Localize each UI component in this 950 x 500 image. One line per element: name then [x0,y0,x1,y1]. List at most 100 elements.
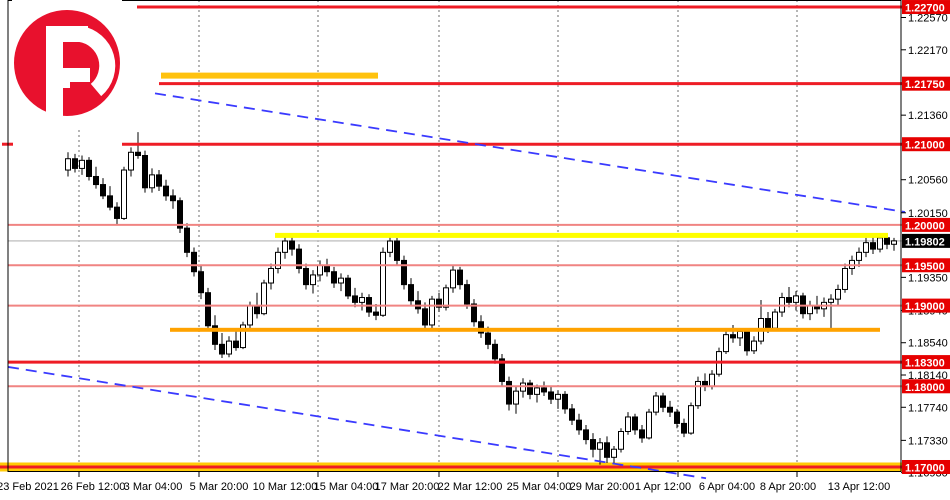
lower-trendline [7,366,707,480]
candle [198,265,204,300]
x-tick-label: 15 Mar 04:00 [314,481,379,493]
candle [177,197,183,233]
candle [163,179,169,201]
candle [548,386,554,405]
candle-body-bull [618,430,624,450]
candle [513,386,519,414]
candle [723,329,729,355]
y-tick-label: 1.18540 [908,338,948,350]
logo-letter-topbar [46,26,88,42]
candle [128,147,134,177]
candle [527,379,533,400]
candle [695,376,701,409]
candle [555,390,561,409]
y-tick-label: 1.17330 [908,435,948,447]
candle-body-bull [835,288,841,300]
candle-body-bear [471,303,477,323]
level-price-tag [902,137,950,152]
candle-body-bull [695,380,701,407]
candle-body-bear [219,343,225,355]
candle [156,170,162,192]
x-tick-label: 1 Apr 12:00 [635,481,691,493]
current-price-tag [902,233,950,248]
x-tick-label: 6 Apr 04:00 [699,481,755,493]
candle-body-bear [135,151,141,157]
candle-body-bull [121,169,127,219]
upper-gold-zone [161,72,378,79]
candle-body-bear [422,308,428,326]
candle [345,274,351,300]
candle-body-bear [562,393,568,410]
candle-body-bull [863,242,869,253]
candle [464,279,470,309]
candle [618,428,624,453]
candle [611,446,617,464]
y-tick-label: 1.19350 [908,272,948,284]
level-price-tag [902,258,950,273]
logo-letter-midbar [46,68,90,82]
candle [492,339,498,364]
candle [842,263,848,293]
x-tick-label: 3 Mar 04:00 [124,481,183,493]
candle-body-bull [653,395,659,413]
candle [79,155,85,175]
candle-body-bear [352,295,358,303]
x-tick-label: 10 Mar 12:00 [253,481,318,493]
candle-body-bear [506,380,512,405]
candle [373,303,379,321]
upper-trendline [154,92,906,213]
candle-body-bear [632,416,638,431]
candle-body-bull [268,267,274,284]
candle [576,413,582,435]
candle-body-bull [380,251,386,316]
candle [261,279,267,316]
candle [114,202,120,225]
candle [604,436,610,463]
level-price-tag-text: 1.21000 [905,140,945,152]
candle [331,266,337,288]
candle [268,263,274,290]
candle-body-bull [842,267,848,290]
candle [149,168,155,193]
candle-body-bear [744,330,750,352]
candle [303,263,309,290]
candle-body-bull [149,174,155,189]
candle-body-bear [114,206,120,219]
candle-body-bull [646,411,652,439]
candle-body-bull [534,387,540,395]
candle [394,237,400,266]
candle [541,381,547,396]
candle [184,223,190,258]
candle-body-bear [541,387,547,393]
candle [660,392,666,413]
candle-body-bear [786,297,792,303]
candle-body-bear [499,358,505,382]
candle-body-bear [205,292,211,327]
candle-body-bear [170,195,176,202]
candle-body-bull [79,159,85,169]
level-price-tag [902,298,950,313]
level-price-tag [902,217,950,232]
candle-body-bull [261,282,267,315]
candle [590,433,596,458]
candle-body-bull [856,251,862,261]
candle-body-bear [163,185,169,197]
candle-body-bear [765,318,771,329]
candle-body-bear [142,155,148,189]
candle-body-bear [345,277,351,297]
candle-body-bear [107,195,113,208]
candle [401,255,407,290]
candle-body-bull [597,442,603,450]
x-tick-label: 13 Apr 12:00 [828,481,890,493]
x-tick-label: 22 Mar 12:00 [438,481,503,493]
candle-body-bull [429,298,435,326]
candle [534,384,540,403]
level-price-tag-text: 1.18000 [905,382,945,394]
y-tick-label: 1.17740 [908,402,948,414]
candle [296,244,302,274]
current-price-tag-text: 1.19802 [905,236,945,248]
candle [597,437,603,465]
candle [646,408,652,440]
